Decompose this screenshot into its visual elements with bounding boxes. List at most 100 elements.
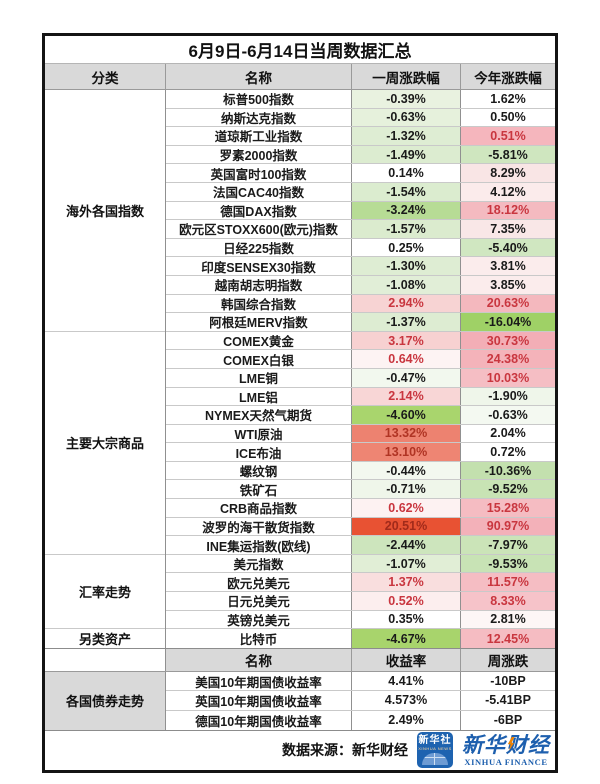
year-change-cell: -0.63%: [461, 406, 555, 424]
table-row: LME铝 2.14% -1.90%: [166, 387, 555, 407]
rows-column: 标普500指数 -0.39% 1.62% 纳斯达克指数 -0.63% 0.50% 道琼斯工业…: [166, 90, 555, 648]
week-change-cell: -1.37%: [352, 313, 461, 331]
header-year-change: 今年涨跌幅: [461, 64, 555, 89]
table-row: 越南胡志明指数 -1.08% 3.85%: [166, 275, 555, 295]
year-change-cell: 8.33%: [461, 592, 555, 610]
year-change-cell: 0.51%: [461, 127, 555, 145]
week-change-cell: 1.37%: [352, 573, 461, 592]
row-name-cell: ICE布油: [166, 443, 352, 461]
week-change-cell: -2.44%: [352, 536, 461, 554]
week-change-cell: -1.32%: [352, 127, 461, 145]
year-change-cell: 4.12%: [461, 182, 555, 201]
table-row: ICE布油 13.10% 0.72%: [166, 443, 555, 462]
lightning-bolt-icon: [507, 736, 515, 751]
globe-icon: [422, 753, 448, 766]
row-name-cell: 欧元兑美元: [166, 573, 352, 592]
row-name-cell: 纳斯达克指数: [166, 108, 352, 127]
year-change-cell: 90.97%: [461, 517, 555, 536]
week-change-cell: 13.10%: [352, 443, 461, 461]
main-table-body: 海外各国指数 主要大宗商品 汇率走势 另类资产 标普500指数 -0.39% 1.62% 纳…: [45, 90, 555, 648]
row-name-cell: 道琼斯工业指数: [166, 127, 352, 145]
row-name-cell: 波罗的海干散货指数: [166, 517, 352, 536]
week-change-cell: 13.32%: [352, 424, 461, 443]
category-column: 海外各国指数 主要大宗商品 汇率走势 另类资产: [45, 90, 166, 648]
week-change-cell: -0.39%: [352, 90, 461, 108]
week-change-cell: 0.52%: [352, 592, 461, 610]
week-change-cell: 0.35%: [352, 610, 461, 629]
week-change-cell: -1.49%: [352, 145, 461, 164]
bond-week-change-cell: -10BP: [490, 674, 526, 689]
xinhua-finance-wordmark: 新华财经: [462, 733, 550, 757]
year-change-cell: -1.90%: [461, 387, 555, 406]
week-change-cell: 20.51%: [352, 517, 461, 536]
table-row: WTI原油 13.32% 2.04%: [166, 424, 555, 444]
row-name-cell: COMEX白银: [166, 350, 352, 368]
table-row: 比特币 -4.67% 12.45%: [166, 629, 555, 648]
row-name-cell: 铁矿石: [166, 480, 352, 499]
year-change-cell: -16.04%: [461, 313, 555, 331]
table-row: 英国富时100指数 0.14% 8.29%: [166, 164, 555, 183]
year-change-cell: -10.36%: [461, 461, 555, 480]
year-change-cell: 3.85%: [461, 275, 555, 294]
year-change-cell: 10.03%: [461, 368, 555, 387]
bond-name-cell: 英国10年期国债收益率: [166, 691, 352, 710]
bond-week-change-cell: -6BP: [493, 713, 523, 728]
table-row: 韩国综合指数 2.94% 20.63%: [166, 294, 555, 314]
week-change-cell: -0.44%: [352, 461, 461, 480]
weekly-data-sheet: 6月9日-6月14日当周数据汇总 分类 名称 一周涨跌幅 今年涨跌幅 海外各国指…: [42, 33, 558, 773]
row-name-cell: LME铜: [166, 368, 352, 387]
table-row: 纳斯达克指数 -0.63% 0.50%: [166, 108, 555, 128]
table-row: 日元兑美元 0.52% 8.33%: [166, 592, 555, 611]
table-row: CRB商品指数 0.62% 15.28%: [166, 499, 555, 518]
week-change-cell: 0.64%: [352, 350, 461, 368]
table-row: COMEX白银 0.64% 24.38%: [166, 350, 555, 369]
bond-header-week-change: 周涨跌: [461, 648, 555, 671]
row-name-cell: 法国CAC40指数: [166, 182, 352, 201]
header-name: 名称: [166, 64, 352, 89]
year-change-cell: 20.63%: [461, 294, 555, 313]
week-change-cell: -1.07%: [352, 554, 461, 573]
row-name-cell: 罗素2000指数: [166, 145, 352, 164]
year-change-cell: 3.81%: [461, 257, 555, 275]
category-cell: 汇率走势: [45, 555, 165, 630]
table-row: 美元指数 -1.07% -9.53%: [166, 554, 555, 574]
row-name-cell: 德国DAX指数: [166, 201, 352, 220]
week-change-cell: -1.57%: [352, 220, 461, 238]
year-change-cell: -5.40%: [461, 238, 555, 257]
bond-table-body: 各国债券走势 美国10年期国债收益率 4.41% -10BP 英国10年期国债收益率 4…: [45, 671, 555, 731]
bond-header-yield: 收益率: [352, 648, 461, 671]
row-name-cell: 美元指数: [166, 554, 352, 573]
table-row: 波罗的海干散货指数 20.51% 90.97%: [166, 517, 555, 537]
week-change-cell: -0.47%: [352, 368, 461, 387]
bond-yield-cell: 4.41%: [352, 671, 461, 691]
week-change-cell: -1.08%: [352, 275, 461, 294]
row-name-cell: 日元兑美元: [166, 592, 352, 610]
week-change-cell: -0.71%: [352, 480, 461, 499]
row-name-cell: 标普500指数: [166, 90, 352, 108]
table-row: 德国DAX指数 -3.24% 18.12%: [166, 201, 555, 221]
table-row: 道琼斯工业指数 -1.32% 0.51%: [166, 127, 555, 146]
table-row: 日经225指数 0.25% -5.40%: [166, 238, 555, 258]
row-name-cell: 阿根廷MERV指数: [166, 313, 352, 331]
week-change-cell: 0.62%: [352, 499, 461, 517]
bond-name-cell: 美国10年期国债收益率: [166, 671, 352, 691]
row-name-cell: WTI原油: [166, 424, 352, 443]
week-change-cell: -4.67%: [352, 629, 461, 648]
row-name-cell: 比特币: [166, 629, 352, 648]
year-change-cell: 2.04%: [461, 424, 555, 443]
category-cell: 另类资产: [78, 632, 131, 648]
bond-table-row: 美国10年期国债收益率 4.41% -10BP: [166, 671, 555, 692]
table-row: 阿根廷MERV指数 -1.37% -16.04%: [166, 313, 555, 332]
row-name-cell: 韩国综合指数: [166, 294, 352, 313]
week-change-cell: 0.25%: [352, 238, 461, 257]
category-cell: 海外各国指数: [45, 90, 165, 332]
xinhua-finance-en-text: XINHUA FINANCE: [464, 756, 548, 767]
year-change-cell: 11.57%: [461, 573, 555, 592]
week-change-cell: -4.60%: [352, 406, 461, 424]
page-title: 6月9日-6月14日当周数据汇总: [45, 36, 555, 64]
xinhua-news-logo-icon: 新华社 XINHUA NEWS: [417, 732, 453, 769]
year-change-cell: -5.81%: [461, 145, 555, 164]
row-name-cell: 英镑兑美元: [166, 610, 352, 629]
xinhua-finance-logo: 新华财经 XINHUA FINANCE: [462, 735, 550, 767]
year-change-cell: -7.97%: [461, 536, 555, 554]
